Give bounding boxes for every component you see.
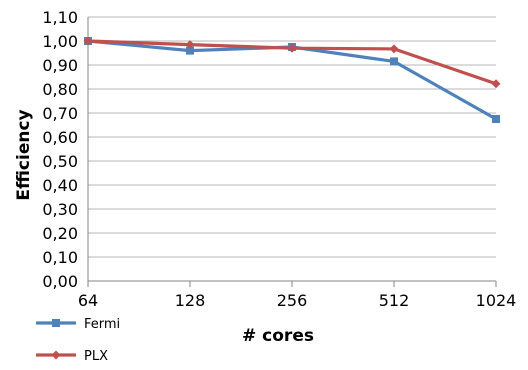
y-axis-title: Efficiency xyxy=(14,109,34,200)
legend-item-plx: PLX xyxy=(36,349,108,364)
y-tick-label: 0,30 xyxy=(42,200,78,219)
y-tick-label: 0,70 xyxy=(42,104,78,123)
y-tick-label: 0,60 xyxy=(42,128,78,147)
y-tick-label: 1,10 xyxy=(42,8,78,27)
gridlines xyxy=(87,16,497,287)
y-tick-labels: 0,00 0,10 0,20 0,30 0,40 0,50 0,60 0,70 0,80 0,90… xyxy=(42,8,78,291)
y-tick-label: 0,50 xyxy=(42,152,78,171)
x-tick-label: 1024 xyxy=(476,291,517,310)
y-tick-label: 0,20 xyxy=(42,224,78,243)
data-point xyxy=(390,57,398,66)
x-tick-label: 512 xyxy=(379,291,410,310)
x-tick-labels: 64 128 256 512 1024 xyxy=(78,291,517,310)
series-group xyxy=(83,36,501,123)
y-tick-label: 1,00 xyxy=(42,32,78,51)
y-tick-label: 0,90 xyxy=(42,56,78,75)
y-tick-label: 0,40 xyxy=(42,176,78,195)
series-plx xyxy=(83,36,501,89)
y-tick-label: 0,00 xyxy=(42,272,78,291)
y-tick-label: 0,10 xyxy=(42,248,78,267)
data-point xyxy=(83,36,93,46)
data-point xyxy=(491,79,501,89)
x-tick-label: 256 xyxy=(277,291,308,310)
legend-label: Fermi xyxy=(84,317,120,332)
x-tick-label: 64 xyxy=(78,291,98,310)
legend-label: PLX xyxy=(84,349,108,364)
legend-marker xyxy=(52,319,60,327)
legend-marker xyxy=(51,350,61,360)
data-point xyxy=(287,43,297,53)
data-point xyxy=(389,44,399,54)
y-tick-label: 0,80 xyxy=(42,80,78,99)
legend: Fermi PLX xyxy=(36,317,120,364)
x-axis-title: # cores xyxy=(242,326,314,346)
data-point xyxy=(492,115,500,123)
x-tick-label: 128 xyxy=(175,291,206,310)
data-point xyxy=(185,40,195,50)
data-point xyxy=(186,46,194,55)
legend-item-fermi: Fermi xyxy=(36,317,120,332)
